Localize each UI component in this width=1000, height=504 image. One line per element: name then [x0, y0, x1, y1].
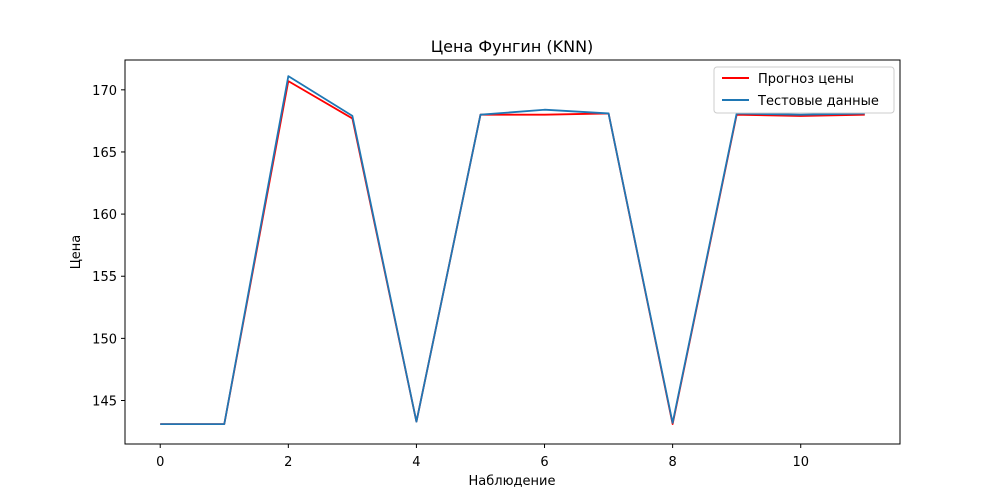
series-line-test-data	[160, 75, 865, 426]
y-tick-label: 170	[92, 84, 117, 99]
x-tick-label: 4	[412, 455, 420, 470]
plot-frame	[124, 59, 901, 445]
x-tick-label: 2	[284, 455, 292, 470]
y-axis-label: Цена	[69, 235, 84, 270]
legend-box	[713, 66, 895, 114]
series-layer	[160, 75, 865, 426]
y-tick-label: 165	[92, 146, 117, 161]
legend: Прогноз цены Тестовые данные	[713, 66, 895, 114]
y-tick-label: 155	[92, 270, 117, 285]
y-tick-label: 145	[92, 395, 117, 410]
legend-label-test-data: Тестовые данные	[757, 94, 879, 109]
x-tick-label: 0	[156, 455, 164, 470]
x-tick-label: 6	[540, 455, 548, 470]
chart-title: Цена Фунгин (KNN)	[431, 37, 594, 56]
y-tick-label: 150	[92, 332, 117, 347]
x-tick-label: 10	[792, 455, 809, 470]
axes-layer: 0 2 4 6 8 10 145 150 155 160 165 170	[92, 84, 809, 470]
legend-label-forecast: Прогноз цены	[758, 72, 854, 87]
y-tick-label: 160	[92, 208, 117, 223]
x-tick-label: 8	[668, 455, 676, 470]
x-axis-label: Наблюдение	[469, 474, 556, 489]
